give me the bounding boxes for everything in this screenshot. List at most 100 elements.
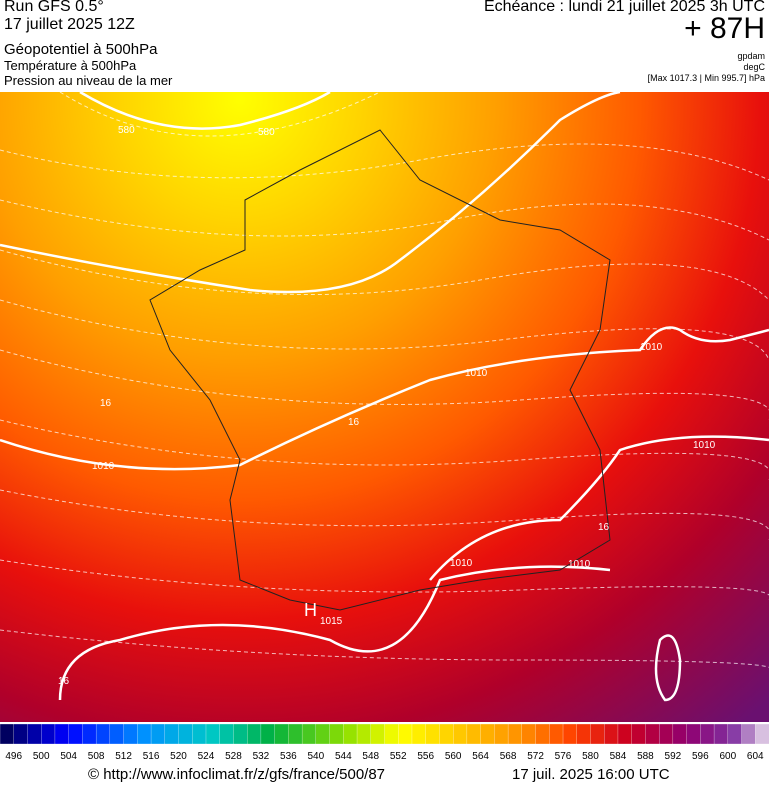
colorbar-label: 516 [143, 751, 160, 760]
map-label: 580 [258, 127, 275, 138]
colorbar-swatch [274, 723, 290, 745]
map-label: 580 [118, 125, 135, 136]
colorbar-swatch [453, 723, 468, 745]
colorbar-label: 592 [665, 751, 682, 760]
source-url[interactable]: © http://www.infoclimat.fr/z/gfs/france/… [88, 766, 386, 783]
echeance: Echéance : lundi 21 juillet 2025 3h UTC [483, 0, 765, 15]
colorbar-swatch [727, 723, 743, 745]
colorbar-swatch [247, 723, 262, 745]
colorbar-swatch [370, 723, 386, 745]
colorbar-swatch [95, 723, 111, 745]
colorbar-label: 580 [582, 751, 599, 760]
field: Pression au niveau de la mer [4, 73, 173, 88]
colorbar-label: 504 [60, 751, 77, 760]
colorbar-swatch [439, 723, 454, 745]
colorbar-swatch [137, 723, 152, 745]
colorbar-swatch [398, 723, 413, 745]
colorbar-label: 572 [527, 751, 544, 760]
colorbar-swatch [192, 723, 207, 745]
colorbar-swatch [521, 723, 537, 745]
colorbar-swatch [384, 723, 399, 745]
colorbar-label: 544 [335, 751, 352, 760]
map-label: 1010 [465, 368, 488, 379]
colorbar-swatch [41, 723, 56, 745]
colorbar-swatch [233, 723, 248, 745]
colorbar-swatch [343, 723, 358, 745]
france-outline [149, 129, 611, 611]
colorbar-swatch [301, 723, 317, 745]
footer-time: 17 juil. 2025 16:00 UTC [512, 766, 670, 783]
colorbar-label: 556 [417, 751, 434, 760]
colorbar-swatch [507, 723, 523, 745]
colorbar-swatch [0, 723, 15, 745]
colorbar-swatch [27, 723, 42, 745]
colorbar-swatch [686, 723, 701, 745]
colorbar-swatch [109, 723, 125, 745]
lead-time: + 87H [684, 12, 765, 45]
colorbar-swatch [288, 723, 303, 745]
colorbar-swatch [617, 723, 633, 745]
colorbar-swatch [535, 723, 550, 745]
colorbar-swatch [260, 723, 276, 745]
run: Run GFS 0.5° [4, 0, 104, 15]
map-label: 1010 [450, 558, 473, 569]
field: Géopotentiel à 500hPa [4, 41, 158, 58]
unit: degC [743, 62, 765, 72]
unit: gpdam [737, 51, 765, 61]
map-label: 16 [58, 676, 70, 687]
map-label: H [304, 600, 317, 620]
temperature-field [0, 92, 769, 722]
colorbar-swatch [576, 723, 592, 745]
colorbar-swatch [562, 723, 578, 745]
colorbar-swatch [178, 723, 193, 745]
isobars [0, 90, 769, 702]
colorbar-label: 584 [610, 751, 627, 760]
colorbar-swatch [68, 723, 84, 745]
colorbar-swatch [645, 723, 660, 745]
colorbar-label: 600 [719, 751, 736, 760]
colorbar-swatch [713, 723, 729, 745]
colorbar-swatch [164, 723, 180, 745]
colorbar-label: 540 [307, 751, 324, 760]
colorbar-swatch [494, 723, 509, 745]
colorbar-label: 536 [280, 751, 297, 760]
colorbar-label: 512 [115, 751, 132, 760]
colorbar-label: 520 [170, 751, 187, 760]
colorbar-label: 496 [5, 751, 22, 760]
field: Température à 500hPa [4, 58, 137, 73]
map-label: 16 [100, 398, 112, 409]
colorbar-label: 552 [390, 751, 407, 760]
colorbar-swatch [631, 723, 647, 745]
colorbar-label: 564 [472, 751, 489, 760]
map-label: 1015 [320, 616, 343, 627]
colorbar-swatch [658, 723, 674, 745]
colorbar-swatch [329, 723, 344, 745]
colorbar-swatch [672, 723, 688, 745]
colorbar-label: 532 [253, 751, 270, 760]
colorbar-label: 604 [747, 751, 764, 760]
colorbar-swatch [205, 723, 221, 745]
colorbar-swatch [123, 723, 138, 745]
colorbar-swatch [549, 723, 564, 745]
colorbar-swatch [755, 723, 769, 745]
colorbar-swatch [425, 723, 441, 745]
map-label: 1010 [640, 342, 663, 353]
colorbar-swatch [700, 723, 715, 745]
colorbar-label: 588 [637, 751, 654, 760]
colorbar-label: 500 [33, 751, 50, 760]
pressure-range: [Max 1017.3 | Min 995.7] hPa [647, 73, 765, 83]
colorbar-swatch [411, 723, 427, 745]
run-date: 17 juillet 2025 12Z [4, 16, 135, 33]
colorbar-swatch [150, 723, 166, 745]
map-label: 16 [348, 417, 360, 428]
colorbar-swatch [13, 723, 29, 745]
colorbar-label: 596 [692, 751, 709, 760]
colorbar-label: 508 [88, 751, 105, 760]
colorbar-swatch [54, 723, 70, 745]
colorbar-swatch [466, 723, 482, 745]
colorbar-label: 568 [500, 751, 517, 760]
colorbar-swatch [590, 723, 605, 745]
colorbar-label: 560 [445, 751, 462, 760]
